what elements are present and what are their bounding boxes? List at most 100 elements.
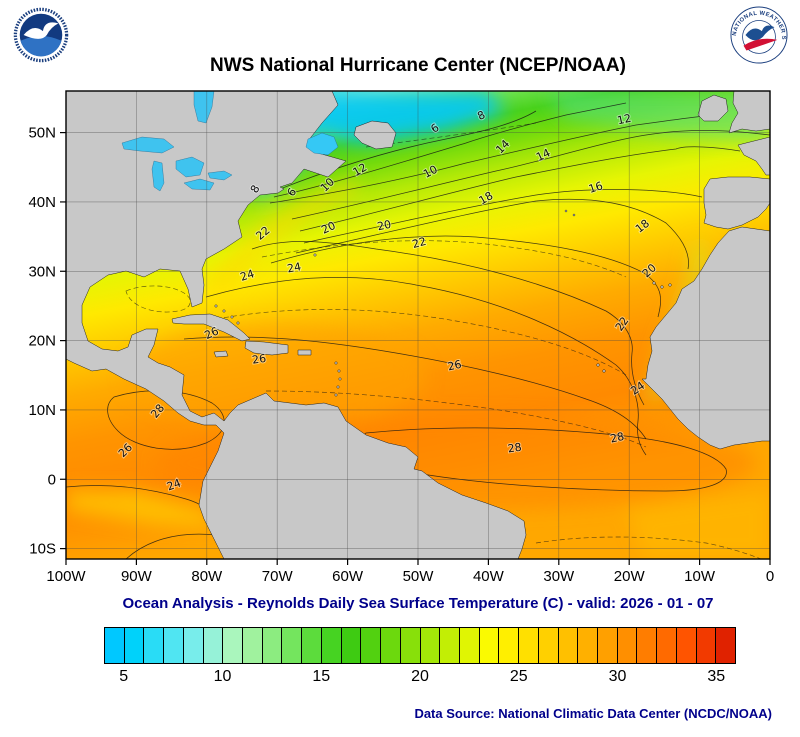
colorbar-segment — [657, 628, 677, 663]
landmass-africa — [641, 226, 770, 450]
colorbar-segment — [440, 628, 460, 663]
contour-label: 20 — [319, 219, 337, 237]
colorbar-segment — [223, 628, 244, 663]
contour-label: 24 — [165, 476, 183, 493]
colorbar-segment — [243, 628, 263, 663]
colorbar-segment — [617, 628, 638, 663]
lat-axis-label: 20N — [28, 333, 56, 350]
colorbar — [104, 627, 736, 664]
lat-axis-label: 10S — [29, 541, 56, 558]
lon-axis-label: 90W — [121, 568, 153, 585]
lon-axis-label: 10W — [684, 568, 716, 585]
noaa-logo-ring-text — [13, 7, 69, 63]
landmass-iberia — [703, 176, 770, 230]
contour-label: 26 — [446, 358, 462, 374]
nws-logo: NATIONAL WEATHER SERVICE — [730, 6, 788, 64]
nws-seagull-icon — [745, 25, 775, 41]
colorbar-segment — [381, 628, 401, 663]
contour-label: 22 — [411, 235, 428, 251]
page-title: NWS National Hurricane Center (NCEP/NOAA… — [210, 55, 626, 76]
contour-label: 28 — [609, 430, 625, 446]
colorbar-segment — [302, 628, 322, 663]
colorbar-segment — [479, 628, 500, 663]
landmass-britain — [728, 91, 770, 134]
colorbar-segment — [676, 628, 697, 663]
colorbar-tick-labels: 5 10 15 20 25 30 35 — [104, 668, 736, 690]
map-border — [65, 90, 771, 560]
island-specks — [214, 209, 672, 397]
colorbar-segment — [459, 628, 480, 663]
colorbar-tick-label: 25 — [509, 668, 528, 685]
lon-axis-label: 100W — [46, 568, 86, 585]
contour-label: 24 — [286, 260, 302, 275]
colorbar-tick-label: 35 — [707, 668, 726, 685]
contour-label: 16 — [587, 179, 604, 196]
colorbar-segment — [400, 628, 421, 663]
colorbar-segment — [716, 628, 735, 663]
lon-axis-label: 50W — [403, 568, 435, 585]
colorbar-segment — [361, 628, 382, 663]
lake-michigan — [151, 160, 165, 192]
colorbar-segment — [203, 628, 224, 663]
contour-label: 28 — [507, 441, 523, 456]
landmass-americas — [66, 91, 527, 559]
lon-axis-label: 70W — [262, 568, 294, 585]
lat-axis-label: 10N — [28, 402, 56, 419]
colorbar-segment — [262, 628, 283, 663]
lon-axis-label: 60W — [332, 568, 364, 585]
lake-ontario — [207, 170, 233, 181]
colorbar-segment — [144, 628, 165, 663]
colorbar-segment — [499, 628, 520, 663]
landmass-ireland — [697, 94, 729, 122]
colorbar-segment — [558, 628, 579, 663]
data-source-text: Data Source: National Climatic Data Cent… — [414, 706, 772, 721]
colorbar-segment — [321, 628, 342, 663]
colorbar-tick-label: 5 — [119, 668, 129, 685]
colorbar-segment — [519, 628, 539, 663]
contour-label: 20 — [376, 218, 392, 234]
lat-axis-label: 50N — [28, 125, 56, 142]
lat-axis-label: 30N — [28, 263, 56, 280]
lon-axis-label: 40W — [473, 568, 505, 585]
island-jamaica — [213, 350, 229, 358]
colorbar-segment — [538, 628, 559, 663]
contour-label: 12 — [616, 112, 632, 128]
contour-label: 26 — [251, 352, 267, 367]
colorbar-tick-label: 20 — [411, 668, 429, 685]
island-puerto-rico — [297, 349, 312, 356]
lon-axis-label: 80W — [191, 568, 223, 585]
james-bay — [193, 91, 215, 124]
graticule — [66, 91, 770, 559]
lat-axis-label: 0 — [48, 471, 56, 488]
lon-axis-label: 30W — [543, 568, 575, 585]
land-masses — [66, 91, 770, 559]
axes: 100W 90W 80W 70W 60W 50W 40W 30W 20W 10W 0 50N 40N 30… — [28, 125, 774, 585]
colorbar-tick-label: 10 — [213, 668, 232, 685]
colorbar-segment — [124, 628, 145, 663]
colorbar-segment — [164, 628, 184, 663]
contour-label: 24 — [239, 267, 256, 284]
lat-axis-label: 40N — [28, 194, 56, 211]
colorbar-segment — [597, 628, 618, 663]
lon-axis-label: 20W — [614, 568, 646, 585]
colorbar-segment — [105, 628, 125, 663]
colorbar-segment — [578, 628, 598, 663]
landmass-france — [737, 136, 770, 176]
nws-red-swoosh-icon — [743, 38, 778, 51]
colorbar-segment — [420, 628, 441, 663]
colorbar-tick-label: 30 — [608, 668, 627, 685]
noaa-seagull-icon — [23, 22, 59, 39]
gulf-of-st-lawrence — [305, 132, 339, 156]
lake-huron — [175, 156, 205, 178]
noaa-logo-sea — [20, 35, 62, 57]
colorbar-segment — [282, 628, 303, 663]
island-newfoundland — [353, 120, 397, 150]
lake-superior — [121, 136, 175, 154]
colorbar-segment — [637, 628, 658, 663]
map-caption: Ocean Analysis - Reynolds Daily Sea Surf… — [122, 595, 714, 612]
colorbar-segment — [183, 628, 204, 663]
noaa-logo — [12, 6, 70, 64]
colorbar-tick-label: 15 — [312, 668, 331, 685]
